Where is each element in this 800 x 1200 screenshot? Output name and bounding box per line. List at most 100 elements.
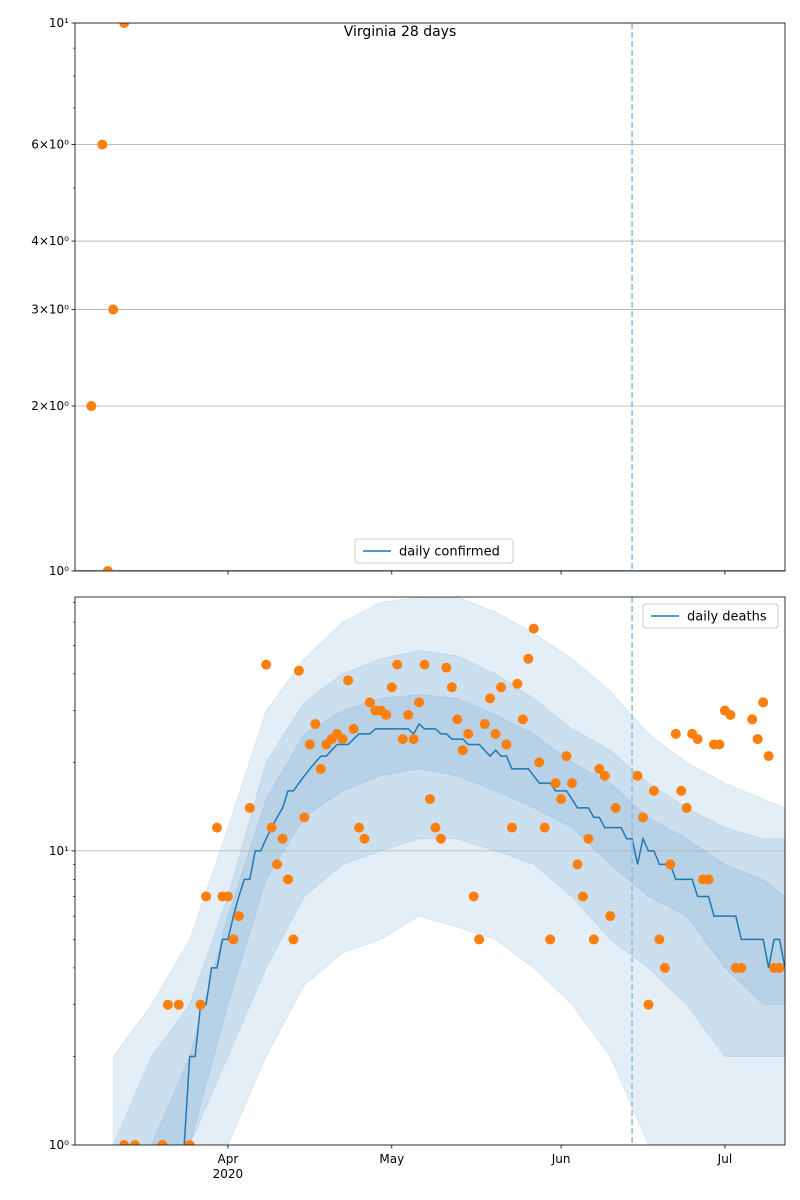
point	[195, 999, 206, 1010]
point	[758, 697, 769, 708]
point	[441, 662, 452, 673]
point	[414, 697, 425, 708]
point	[632, 770, 643, 781]
point	[588, 934, 599, 945]
y-tick-label: 6×10⁰	[31, 138, 69, 152]
legend-label: daily deaths	[687, 610, 767, 625]
point	[261, 659, 272, 670]
y-tick-label: 10¹	[49, 844, 69, 858]
point	[468, 891, 479, 902]
point	[676, 785, 687, 796]
point	[359, 833, 370, 844]
point	[119, 1140, 130, 1145]
point	[659, 962, 670, 973]
point	[184, 1140, 195, 1145]
point	[577, 891, 588, 902]
point	[201, 891, 212, 902]
legend-box	[642, 603, 779, 629]
point	[97, 139, 108, 150]
confidence-band	[112, 597, 785, 1145]
legend-label: daily confirmed	[399, 545, 500, 560]
point	[364, 697, 375, 708]
point	[315, 763, 326, 774]
point	[228, 934, 239, 945]
point	[310, 719, 321, 730]
point	[386, 682, 397, 693]
point	[354, 822, 364, 833]
point	[665, 859, 676, 870]
point	[539, 822, 550, 833]
point	[654, 934, 665, 945]
axes-frame	[74, 22, 786, 572]
point	[283, 874, 293, 885]
point	[501, 739, 512, 750]
point	[594, 763, 605, 774]
point	[638, 812, 648, 823]
point	[408, 734, 419, 745]
point	[348, 723, 359, 734]
point	[534, 757, 545, 768]
point	[479, 719, 490, 730]
point	[212, 822, 222, 833]
point	[157, 1140, 168, 1145]
point	[528, 623, 539, 634]
point	[572, 859, 583, 870]
line	[183, 722, 785, 1145]
point	[747, 714, 758, 725]
point	[517, 714, 528, 725]
point	[173, 999, 184, 1010]
point	[725, 709, 736, 720]
point	[752, 734, 763, 745]
x-tick-label: Apr	[218, 1152, 239, 1166]
point	[567, 778, 577, 789]
chart-title: Virginia 28 days	[344, 24, 457, 40]
x-tick-label: Jul	[717, 1152, 732, 1166]
point	[648, 785, 659, 796]
point	[130, 1140, 141, 1145]
point	[288, 934, 299, 945]
point	[119, 23, 130, 28]
point	[485, 693, 496, 704]
point	[523, 653, 534, 664]
point	[102, 566, 113, 571]
point	[457, 745, 468, 756]
point	[643, 999, 654, 1010]
point	[550, 778, 561, 789]
plot-area	[75, 23, 785, 571]
y-tick-label: 2×10⁰	[31, 399, 69, 413]
point	[233, 911, 244, 922]
point	[430, 822, 441, 833]
point	[463, 728, 474, 739]
point	[474, 934, 485, 945]
point	[763, 751, 774, 762]
point	[681, 802, 692, 813]
x-tick-label: May	[379, 1152, 404, 1166]
point	[108, 304, 119, 315]
point	[512, 678, 523, 689]
y-tick-label: 10⁰	[49, 564, 69, 578]
point	[425, 794, 435, 805]
plot-area	[75, 597, 785, 1145]
point	[610, 802, 621, 813]
point	[397, 734, 408, 745]
point	[583, 833, 594, 844]
point	[736, 962, 747, 973]
point	[692, 734, 703, 745]
x-tick-year: 2020	[213, 1167, 244, 1181]
point	[561, 751, 572, 762]
point	[266, 822, 277, 833]
y-tick-label: 10⁰	[49, 1138, 69, 1152]
legend-box	[354, 538, 514, 564]
point	[556, 794, 567, 805]
point	[244, 802, 255, 813]
point	[670, 728, 681, 739]
point	[86, 401, 97, 412]
point	[403, 709, 414, 720]
point	[506, 822, 517, 833]
point	[392, 659, 403, 670]
y-tick-label: 10¹	[49, 16, 69, 30]
point	[496, 682, 506, 693]
point	[435, 833, 446, 844]
